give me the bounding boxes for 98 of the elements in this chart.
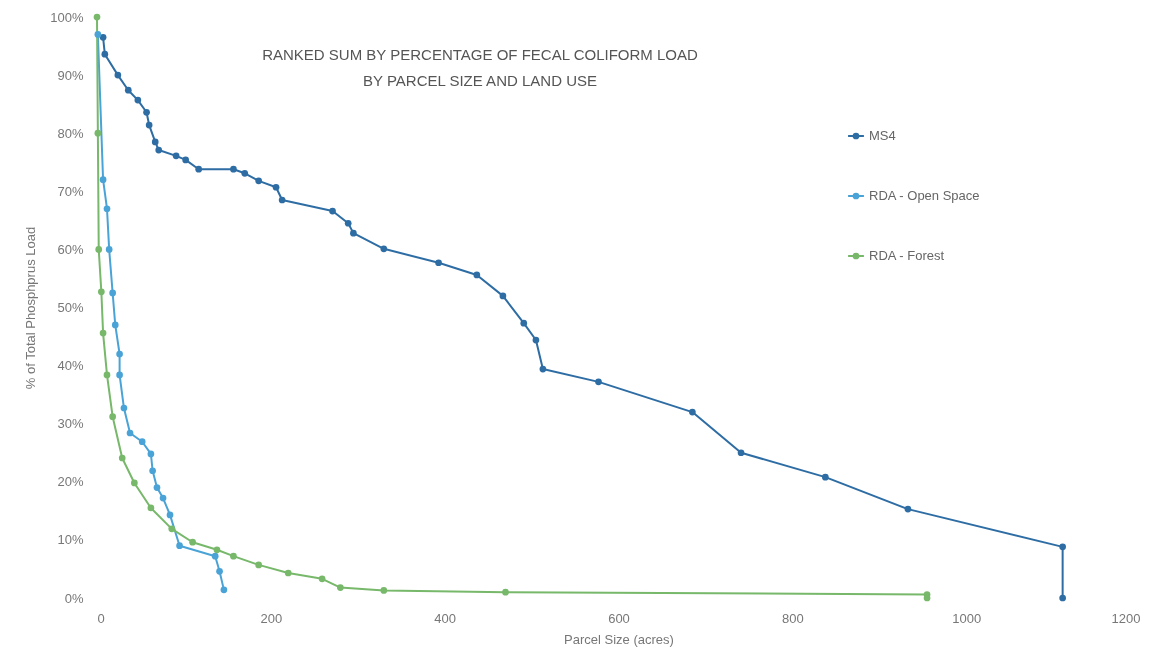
y-tick-label: 10% — [57, 532, 84, 548]
y-tick-label: 90% — [57, 67, 84, 83]
x-tick-label: 0 — [97, 610, 105, 626]
point — [103, 205, 111, 213]
point — [344, 219, 352, 227]
point — [143, 108, 150, 116]
point — [241, 169, 249, 177]
point — [116, 371, 123, 379]
point — [380, 587, 388, 594]
point — [95, 246, 103, 253]
point — [1059, 594, 1066, 602]
y-tick-label: 60% — [57, 241, 84, 257]
point — [109, 413, 116, 421]
point — [272, 183, 280, 191]
x-tick-label: 1000 — [952, 610, 982, 626]
point — [138, 438, 146, 446]
point — [101, 50, 109, 58]
point — [380, 245, 388, 253]
point — [499, 292, 507, 300]
legend-label: RDA - Open Space — [869, 188, 980, 203]
point — [1059, 543, 1066, 551]
point — [532, 336, 540, 344]
point — [278, 196, 286, 204]
point — [126, 429, 134, 437]
point — [822, 473, 829, 481]
point — [94, 31, 102, 38]
point — [109, 289, 116, 297]
point — [159, 494, 167, 502]
point — [904, 505, 912, 513]
point — [689, 408, 696, 416]
point — [520, 319, 528, 327]
point — [145, 121, 153, 129]
point — [118, 454, 126, 462]
point — [473, 271, 481, 279]
point — [97, 288, 105, 296]
point — [124, 86, 132, 94]
y-tick-label: 50% — [57, 300, 84, 315]
x-tick-label: 600 — [608, 610, 630, 626]
point — [435, 259, 442, 267]
x-tick-label: 1200 — [1111, 610, 1141, 626]
point — [99, 176, 107, 184]
point — [94, 129, 102, 137]
point — [213, 546, 221, 554]
point — [220, 586, 228, 594]
y-tick-label: 0% — [64, 590, 84, 606]
y-tick-label: 40% — [57, 358, 84, 374]
y-tick-label: 20% — [57, 474, 84, 490]
point — [255, 561, 263, 569]
point — [111, 321, 119, 329]
point — [149, 467, 156, 475]
point — [105, 246, 113, 253]
y-tick-label: 80% — [57, 125, 84, 141]
point — [176, 542, 183, 550]
x-axis-title: Parcel Size (acres) — [564, 631, 674, 647]
point — [114, 71, 122, 79]
legend-label: MS4 — [869, 128, 896, 143]
point — [120, 404, 128, 412]
x-tick-label: 200 — [260, 610, 283, 626]
point — [147, 504, 155, 512]
point — [329, 207, 336, 215]
x-tick-label: 400 — [434, 610, 457, 626]
point — [116, 350, 123, 358]
point — [151, 138, 159, 146]
point — [182, 156, 190, 164]
point — [134, 96, 142, 104]
point — [737, 449, 745, 457]
point — [230, 552, 237, 560]
x-tick-label: 800 — [781, 610, 804, 626]
y-axis-title: % of Total Phosphprus Load — [23, 226, 39, 390]
point — [155, 146, 163, 154]
point — [255, 177, 263, 185]
point — [595, 378, 602, 386]
point — [99, 329, 107, 337]
point — [539, 365, 547, 373]
y-tick-label: 70% — [57, 183, 84, 199]
y-tick-label: 30% — [57, 416, 84, 432]
point — [189, 538, 196, 546]
point — [166, 511, 174, 519]
point — [195, 165, 203, 173]
point — [153, 484, 161, 491]
point — [318, 575, 326, 583]
point — [337, 584, 344, 591]
point — [168, 525, 176, 533]
point — [147, 450, 155, 458]
point — [216, 567, 223, 575]
point — [350, 229, 357, 237]
point — [93, 13, 101, 21]
point — [99, 33, 107, 41]
point — [230, 165, 237, 173]
y-tick-label: 100% — [50, 9, 84, 25]
point — [103, 371, 111, 379]
point — [211, 552, 219, 560]
text: RANKED SUM BY PERCENTAGE OF FECAL COLIFORM LOAD BY PARCEL SIZE AND LAND USE — [262, 46, 698, 89]
point — [172, 152, 180, 160]
point — [284, 569, 292, 577]
point — [502, 588, 509, 596]
point — [131, 479, 138, 487]
legend-label: RDA - Forest — [869, 248, 945, 263]
